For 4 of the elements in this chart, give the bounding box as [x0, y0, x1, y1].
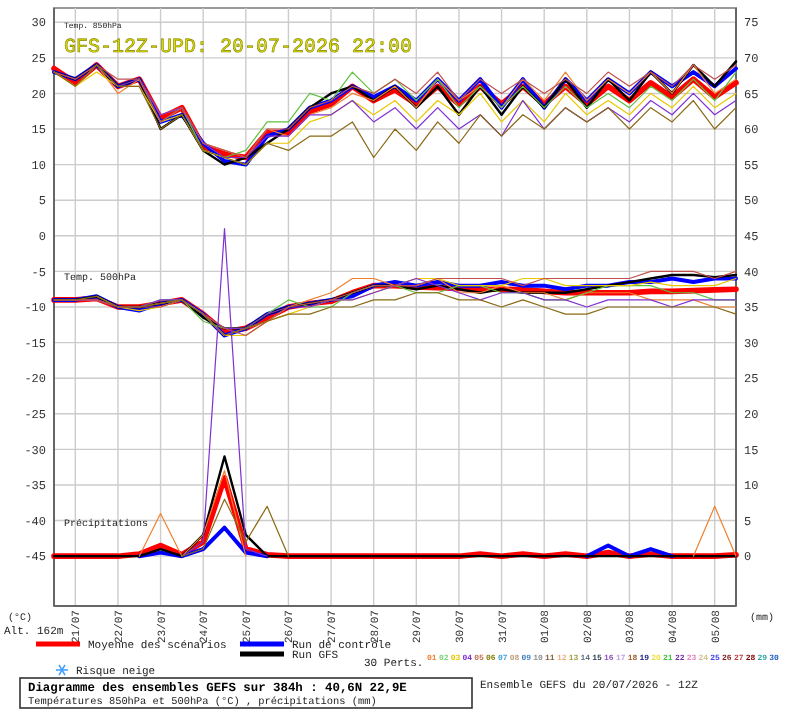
line-series	[52, 455, 738, 558]
line-series	[181, 498, 290, 557]
line-series	[53, 292, 737, 337]
annotation: GFS-12Z-UPD: 20-07-2026 22:00	[64, 38, 413, 60]
